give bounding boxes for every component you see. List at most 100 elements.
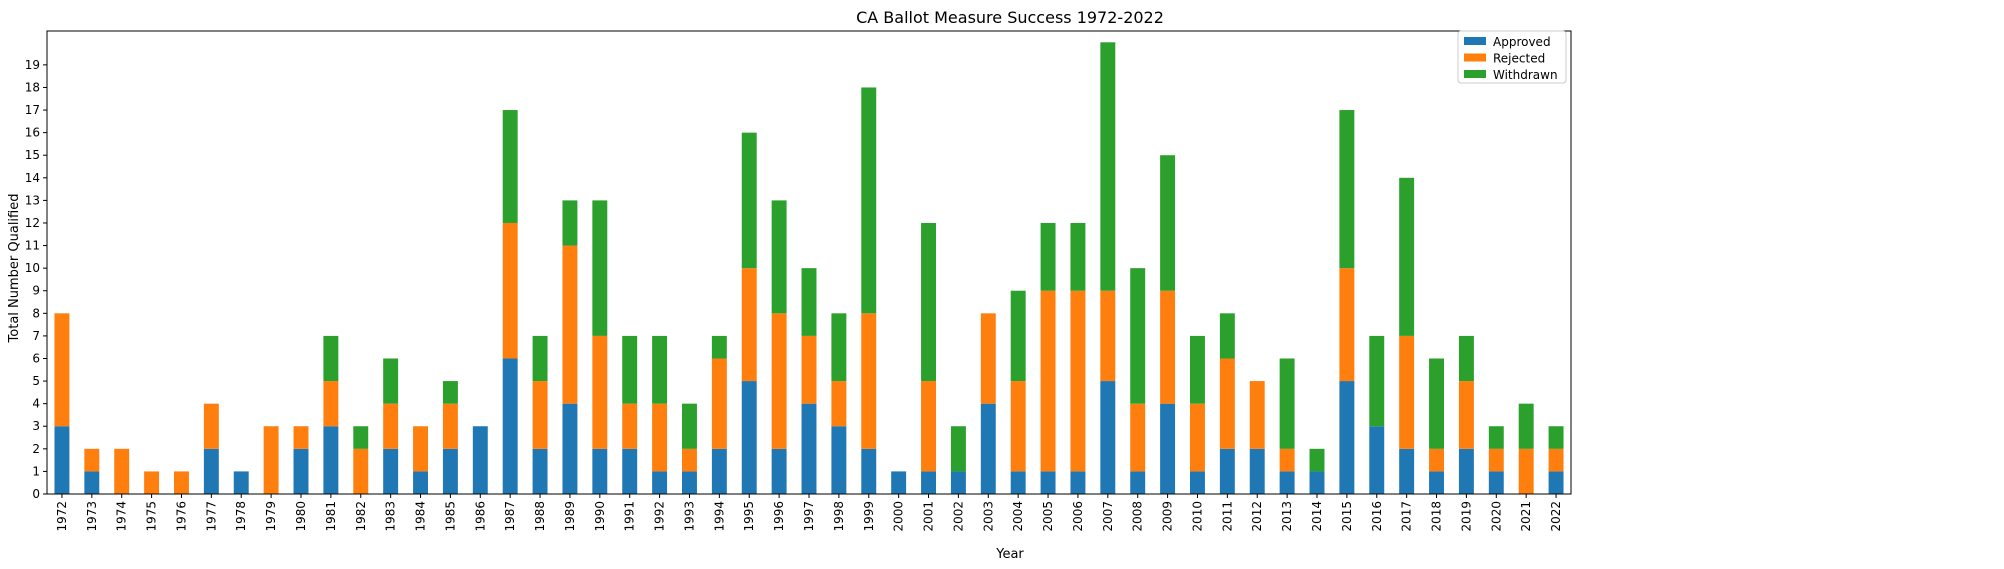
bar-rejected-2001 <box>921 381 936 472</box>
x-tick-label: 1992 <box>653 501 667 532</box>
x-tick-label: 1978 <box>234 501 248 532</box>
x-tick-label: 1989 <box>563 501 577 532</box>
bar-rejected-2003 <box>980 313 996 404</box>
bar-approved-1995 <box>741 381 757 494</box>
bar-rejected-1997 <box>801 335 817 404</box>
bar-withdrawn-2021 <box>1518 403 1534 449</box>
y-tick-label: 0 <box>32 487 40 501</box>
bar-rejected-1989 <box>562 245 578 404</box>
x-axis-label: Year <box>995 547 1024 562</box>
legend-swatch-approved <box>1464 37 1486 45</box>
x-tick-label: 1997 <box>802 501 816 532</box>
bar-withdrawn-2020 <box>1488 426 1504 449</box>
bar-approved-2012 <box>1249 448 1265 494</box>
y-tick-label: 12 <box>25 216 40 230</box>
bar-approved-2017 <box>1399 448 1415 494</box>
x-tick-label: 2020 <box>1489 501 1503 532</box>
bar-rejected-1998 <box>831 381 847 427</box>
bar-withdrawn-1994 <box>711 335 727 359</box>
x-tick-label: 1991 <box>623 501 637 532</box>
bar-approved-2014 <box>1309 471 1325 494</box>
bar-approved-2001 <box>921 471 936 494</box>
bar-rejected-1979 <box>263 426 279 494</box>
bar-rejected-2022 <box>1548 448 1564 472</box>
x-tick-label: 2021 <box>1519 501 1533 532</box>
bar-rejected-1995 <box>741 268 757 382</box>
y-tick-label: 8 <box>32 306 40 320</box>
bar-withdrawn-1990 <box>592 200 608 336</box>
bar-rejected-2005 <box>1040 290 1056 472</box>
x-tick-label: 2005 <box>1041 501 1055 532</box>
y-tick-label: 2 <box>32 442 40 456</box>
bar-approved-1981 <box>323 426 339 494</box>
bar-rejected-1976 <box>174 471 189 494</box>
x-tick-label: 1987 <box>503 501 517 532</box>
x-tick-label: 2001 <box>922 501 936 532</box>
x-tick-label: 2015 <box>1340 501 1354 532</box>
legend-swatch-withdrawn <box>1464 70 1486 78</box>
bar-approved-1991 <box>622 448 638 494</box>
bar-approved-1985 <box>442 448 458 494</box>
bar-rejected-1975 <box>144 471 160 494</box>
bar-approved-1997 <box>801 403 817 494</box>
bar-withdrawn-1982 <box>353 426 369 449</box>
x-tick-label: 2009 <box>1161 501 1175 532</box>
bar-withdrawn-1989 <box>562 200 578 246</box>
x-tick-label: 1986 <box>473 501 487 532</box>
bar-approved-1983 <box>383 448 399 494</box>
bar-rejected-2019 <box>1458 381 1474 449</box>
bar-approved-2019 <box>1458 448 1474 494</box>
bar-approved-1984 <box>413 471 428 494</box>
bar-approved-2013 <box>1279 471 1295 494</box>
bar-approved-2002 <box>950 471 966 494</box>
bar-rejected-2015 <box>1339 268 1355 382</box>
bar-withdrawn-1997 <box>801 268 817 336</box>
bar-approved-2008 <box>1130 471 1146 494</box>
bar-approved-1978 <box>233 471 249 494</box>
x-tick-label: 2014 <box>1310 501 1324 532</box>
y-tick-label: 5 <box>32 374 40 388</box>
bar-rejected-2013 <box>1279 448 1295 472</box>
x-tick-label: 2002 <box>951 501 965 532</box>
x-tick-label: 1973 <box>85 501 99 532</box>
bar-approved-2004 <box>1010 471 1026 494</box>
bar-rejected-1999 <box>861 313 877 449</box>
bar-approved-1986 <box>472 426 488 494</box>
bar-withdrawn-1995 <box>741 132 757 269</box>
bar-approved-2020 <box>1488 471 1504 494</box>
bar-rejected-1981 <box>323 381 339 427</box>
y-tick-label: 9 <box>32 284 40 298</box>
x-tick-label: 1975 <box>145 501 159 532</box>
y-tick-label: 6 <box>32 351 40 365</box>
bar-withdrawn-2010 <box>1190 335 1205 404</box>
bar-approved-2022 <box>1548 471 1564 494</box>
legend: Approved Rejected Withdrawn <box>1457 30 1567 84</box>
bar-withdrawn-1987 <box>502 110 518 223</box>
bar-withdrawn-1993 <box>682 403 697 449</box>
bar-approved-1987 <box>502 358 518 494</box>
bar-withdrawn-2011 <box>1219 313 1235 359</box>
y-tick-label: 13 <box>25 193 40 207</box>
bar-approved-1994 <box>711 448 727 494</box>
bar-approved-1980 <box>293 448 309 494</box>
bar-withdrawn-2013 <box>1279 358 1295 449</box>
bar-approved-2007 <box>1100 381 1116 494</box>
bar-approved-1972 <box>54 426 70 494</box>
chart-title: CA Ballot Measure Success 1972-2022 <box>856 8 1164 27</box>
bar-approved-1992 <box>652 471 668 494</box>
y-tick-label: 17 <box>25 103 40 117</box>
bar-withdrawn-2007 <box>1100 42 1116 291</box>
legend-label-approved: Approved <box>1493 35 1551 49</box>
x-tick-label: 1994 <box>712 501 726 532</box>
bar-rejected-1994 <box>711 358 727 449</box>
bar-withdrawn-2006 <box>1070 222 1086 291</box>
bar-rejected-1992 <box>652 403 668 472</box>
bar-approved-1990 <box>592 448 608 494</box>
x-tick-label: 2019 <box>1459 501 1473 532</box>
legend-label-withdrawn: Withdrawn <box>1493 68 1558 82</box>
bar-approved-2005 <box>1040 471 1056 494</box>
bar-withdrawn-1985 <box>442 381 458 404</box>
bar-withdrawn-2017 <box>1399 177 1415 336</box>
